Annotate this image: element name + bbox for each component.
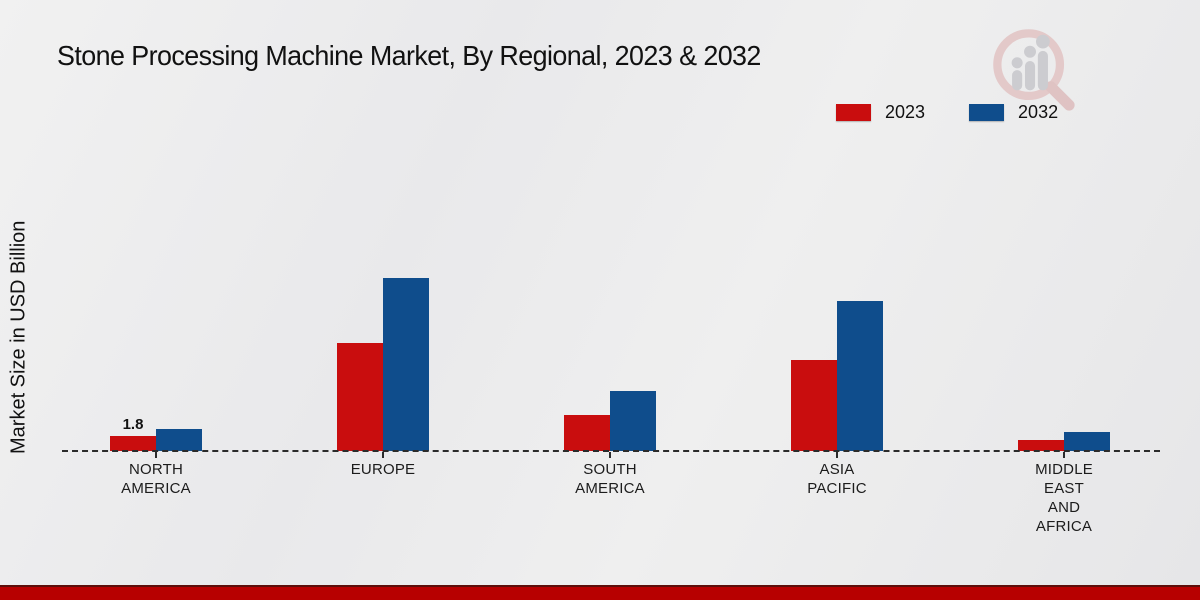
- x-axis-category-label: NORTH AMERICA: [121, 461, 191, 497]
- bar-2023-asia-pacific: [791, 359, 837, 451]
- bar-2032-europe: [383, 278, 429, 451]
- bar-2032-asia-pacific: [837, 300, 883, 451]
- magnifier-bar-chart-icon: [993, 29, 1075, 111]
- bar-2032-middle-east-and-africa: [1064, 432, 1110, 451]
- legend-swatch-2032: [969, 104, 1005, 121]
- legend-item-2023[interactable]: 2023: [836, 102, 925, 123]
- bar-2023-north-america: [110, 435, 156, 451]
- x-axis-category-label: EUROPE: [350, 461, 416, 478]
- x-axis-tick: [836, 452, 838, 458]
- x-axis-category-label: MIDDLE EAST AND AFRICA: [1035, 461, 1093, 535]
- bar-2023-south-america: [564, 414, 610, 451]
- x-axis-baseline: [62, 450, 1160, 452]
- legend-label-2032: 2032: [1018, 102, 1059, 122]
- bar-2032-north-america: [156, 428, 202, 451]
- legend-label-2023: 2023: [885, 102, 926, 122]
- bar-2032-south-america: [610, 390, 656, 451]
- bar-2023-middle-east-and-africa: [1018, 439, 1064, 451]
- x-axis-category-label: ASIA PACIFIC: [807, 461, 867, 497]
- bar-value-label: 1.8: [122, 415, 144, 433]
- x-axis-tick: [382, 452, 384, 458]
- bar-2023-europe: [337, 342, 383, 451]
- x-axis-tick: [1063, 452, 1065, 458]
- watermark-logo: [993, 29, 1075, 111]
- x-axis-tick: [609, 452, 611, 458]
- x-axis-category-label: SOUTH AMERICA: [575, 461, 645, 497]
- legend-swatch-2023: [836, 104, 871, 121]
- x-axis-tick: [155, 452, 157, 458]
- legend: 2023 2032: [836, 102, 1058, 123]
- legend-item-2032[interactable]: 2032: [969, 102, 1058, 123]
- footer-accent-bar: [0, 585, 1200, 600]
- chart-title: Stone Processing Machine Market, By Regi…: [57, 40, 761, 71]
